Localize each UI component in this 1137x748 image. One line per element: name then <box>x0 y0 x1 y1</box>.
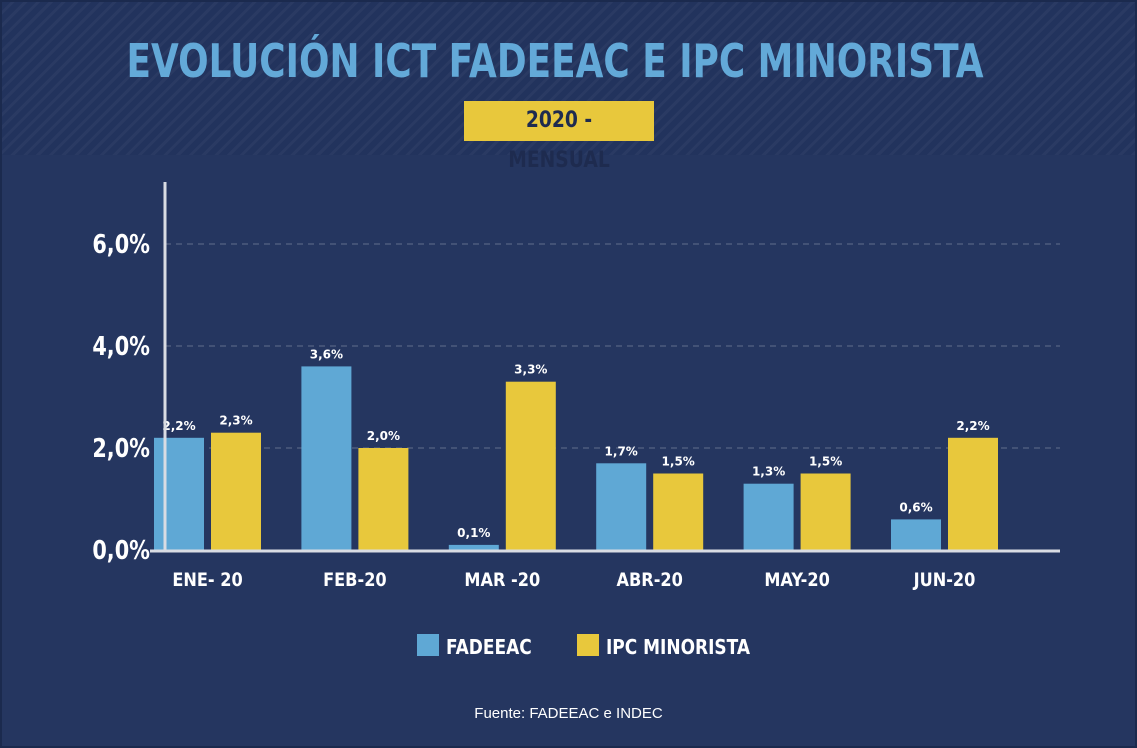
bar-fadeeac <box>891 519 941 550</box>
data-label: 1,5% <box>662 455 695 469</box>
bar-fadeeac <box>301 366 352 550</box>
data-label: 2,2% <box>162 419 195 433</box>
x-tick-label: MAR -20 <box>464 570 540 592</box>
y-tick-label: 4,0% <box>92 331 150 362</box>
x-axis-ticks: ENE- 20 FEB-20 MAR -20 ABR-20 MAY-20 JUN-20 <box>172 570 975 592</box>
header-band <box>0 0 1137 155</box>
bar-ipc-minorista <box>800 473 851 550</box>
grid-lines <box>165 243 1060 449</box>
legend-swatch-fadeeac <box>417 634 439 656</box>
bar-ipc-minorista <box>211 432 261 550</box>
data-label: 0,1% <box>457 526 490 540</box>
source-note: Fuente: FADEEAC e INDEC <box>474 705 663 722</box>
data-label: 3,6% <box>310 347 343 361</box>
legend-swatch-ipc-minorista <box>577 634 599 656</box>
data-label: 1,5% <box>809 455 842 469</box>
bar-fadeeac <box>448 544 499 550</box>
bars <box>154 366 998 550</box>
data-label: 2,0% <box>367 429 400 443</box>
data-label: 3,3% <box>514 363 547 377</box>
x-tick-label: ABR-20 <box>616 570 682 592</box>
legend: FADEEAC IPC MINORISTA <box>417 634 751 659</box>
subtitle-badge: 2020 - MENSUAL <box>464 101 654 173</box>
x-tick-label: FEB-20 <box>323 570 387 592</box>
y-tick-label: 0,0% <box>92 535 150 566</box>
bar-ipc-minorista <box>948 437 998 550</box>
data-label: 0,6% <box>899 500 932 514</box>
bar-fadeeac <box>596 463 647 550</box>
x-tick-label: JUN-20 <box>913 570 976 592</box>
bar-ipc-minorista <box>505 381 556 550</box>
y-tick-label: 2,0% <box>92 433 150 464</box>
data-label: 2,2% <box>956 419 989 433</box>
chart-title: EVOLUCIÓN ICT FADEEAC E IPC MINORISTA <box>126 34 984 88</box>
y-axis-ticks: 0,0% 2,0% 4,0% 6,0% <box>92 229 150 566</box>
legend-label: IPC MINORISTA <box>606 637 751 660</box>
x-tick-label: MAY-20 <box>764 570 830 592</box>
x-tick-label: ENE- 20 <box>172 570 242 592</box>
axes <box>150 182 1060 553</box>
subtitle-text: 2020 - MENSUAL <box>508 108 610 173</box>
data-label: 2,3% <box>219 414 252 428</box>
data-labels: 2,2% 2,3% 3,6% 2,0% 0,1% 3,3% 1,7% 1,5% 1,3% 1,5%… <box>162 347 989 540</box>
data-label: 1,7% <box>605 444 638 458</box>
bar-fadeeac <box>154 437 204 550</box>
y-tick-label: 6,0% <box>92 229 150 260</box>
data-label: 1,3% <box>752 465 785 479</box>
bar-ipc-minorista <box>653 473 704 550</box>
legend-label: FADEEAC <box>446 637 532 660</box>
bar-ipc-minorista <box>358 448 409 550</box>
bar-fadeeac <box>743 483 794 550</box>
